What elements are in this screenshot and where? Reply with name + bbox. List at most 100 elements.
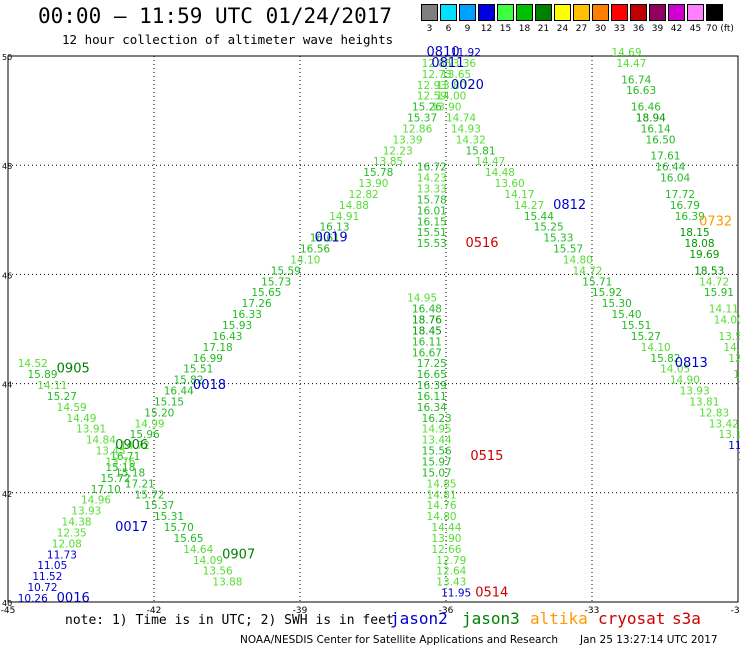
wave-height-value: 14.76 (427, 500, 457, 512)
wave-height-value: 16.50 (646, 134, 676, 146)
wave-height-value: 10.72 (27, 582, 57, 594)
footer-timestamp: Jan 25 13:27:14 UTC 2017 (580, 634, 718, 646)
wave-height-value: 16.61 (310, 233, 340, 245)
wave-height-value: 15.18 (115, 467, 145, 479)
wave-height-value: 17.61 (650, 151, 680, 163)
footer-credit: NOAA/NESDIS Center for Satellite Applica… (240, 634, 558, 646)
colorbar-swatch (535, 4, 552, 21)
colorbar-swatch (630, 4, 647, 21)
colorbar-label: 15 (499, 24, 512, 34)
x-tick-label: -30 (731, 606, 740, 616)
wave-height-value: 14.27 (514, 200, 544, 212)
wave-height-value: 15.57 (553, 244, 583, 256)
wave-height-value: 13.45 (96, 446, 126, 458)
colorbar-swatch (459, 4, 476, 21)
wave-height-value: 11.66 (728, 440, 740, 452)
wave-height-value: 12.73 (422, 69, 452, 81)
wave-height-value: 12.35 (57, 527, 87, 539)
wave-height-value: 15.31 (154, 511, 184, 523)
plot-frame (7, 55, 739, 603)
wave-height-value: 16.46 (631, 102, 661, 114)
wave-height-value: 15.78 (417, 194, 447, 206)
wave-height-value: 15.72 (135, 489, 165, 501)
wave-height-value: 11.97 (738, 451, 740, 463)
wave-height-value: 14.88 (339, 200, 369, 212)
wave-height-value: 13.43 (436, 577, 466, 589)
wave-height-value: 15.30 (602, 298, 632, 310)
wave-height-value: 14.85 (427, 478, 457, 490)
wave-height-value: 15.26 (412, 102, 442, 114)
wave-height-value: 16.48 (412, 304, 442, 316)
wave-height-value: 15.07 (422, 467, 452, 479)
wave-height-value: 16.04 (660, 173, 690, 185)
wave-height-value: 15.92 (592, 287, 622, 299)
wave-height-value: 15.81 (465, 145, 495, 157)
wave-height-value: 16.39 (675, 211, 705, 223)
colorbar-swatch (706, 4, 723, 21)
wave-height-value: 15.59 (271, 265, 301, 277)
footer-note: note: 1) Time is in UTC; 2) SWH is in fe… (65, 613, 394, 628)
wave-height-value: 14.96 (81, 495, 111, 507)
wave-height-value: 13.58 (719, 331, 740, 343)
colorbar-label: 36 (632, 24, 645, 34)
colorbar-label: 6 (445, 24, 452, 34)
wave-height-value: 16.34 (417, 402, 447, 414)
colorbar-label: 18 (518, 24, 531, 34)
wave-height-value: 18.94 (636, 113, 666, 125)
wave-height-value: 14.23 (417, 173, 447, 185)
pass-time-label: 0514 (475, 586, 508, 601)
wave-height-value: 17.26 (242, 298, 272, 310)
wave-height-value: 14.32 (456, 134, 486, 146)
wave-height-value: 17.18 (203, 342, 233, 354)
wave-height-value: 15.73 (261, 276, 291, 288)
wave-height-value: 14.05 (660, 364, 690, 376)
colorbar-label: 33 (613, 24, 626, 34)
colorbar-swatch (668, 4, 685, 21)
chart-subtitle: 12 hour collection of altimeter wave hei… (62, 32, 394, 47)
wave-height-value: 14.80 (427, 511, 457, 523)
wave-height-value: 13.60 (495, 178, 525, 190)
wave-height-value: 14.80 (563, 254, 593, 266)
chart-title: 00:00 — 11:59 UTC 01/24/2017 (38, 4, 393, 28)
pass-time-label: 0812 (553, 198, 586, 213)
wave-height-value: 13.76 (105, 457, 135, 469)
wave-height-value: 14.64 (183, 544, 213, 556)
wave-height-value: 14.74 (446, 113, 476, 125)
colorbar-swatch (687, 4, 704, 21)
wave-height-value: 13.56 (203, 566, 233, 578)
wave-height-value: 14.47 (475, 156, 505, 168)
wave-height-value: 16.01 (417, 205, 447, 217)
wave-height-value: 12.59 (417, 91, 447, 103)
wave-height-value: 16.44 (655, 162, 685, 174)
wave-height-value: 14.95 (407, 293, 437, 305)
pass-time-label: 0907 (222, 547, 255, 562)
wave-height-value: 15.27 (631, 331, 661, 343)
wave-height-value: 11.05 (37, 560, 67, 572)
wave-height-value: 14.48 (485, 167, 515, 179)
wave-height-value: 14.11 (37, 380, 67, 392)
wave-height-value: 12.93 (417, 80, 447, 92)
wave-height-value: 13.36 (446, 58, 476, 70)
wave-height-value: 16.15 (417, 216, 447, 228)
wave-height-value: 14.52 (18, 358, 48, 370)
wave-height-value: 12.23 (383, 145, 413, 157)
pass-time-label: 0017 (115, 520, 148, 535)
wave-height-value: 16.43 (212, 331, 242, 343)
wave-height-value: 17.10 (91, 484, 121, 496)
pass-time-label: 0516 (465, 236, 498, 251)
wave-height-value: 14.91 (329, 211, 359, 223)
wave-height-value: 13.44 (422, 435, 452, 447)
wave-height-value: 11.95 (441, 588, 471, 600)
wave-height-value: 14.95 (422, 424, 452, 436)
pass-time-label: 0906 (115, 438, 148, 453)
wave-height-value: 15.78 (363, 167, 393, 179)
wave-height-value: 14.93 (451, 123, 481, 135)
colorbar-label: 70 (ft) (706, 24, 734, 34)
wave-height-value: 16.11 (412, 336, 442, 348)
wave-height-value: 15.51 (417, 227, 447, 239)
wave-height-value: 16.63 (626, 85, 656, 97)
wave-height-value: 12.85 (422, 58, 452, 70)
colorbar-swatch (592, 4, 609, 21)
y-tick-label: 48 (2, 162, 12, 171)
wave-height-value: 14.00 (436, 91, 466, 103)
